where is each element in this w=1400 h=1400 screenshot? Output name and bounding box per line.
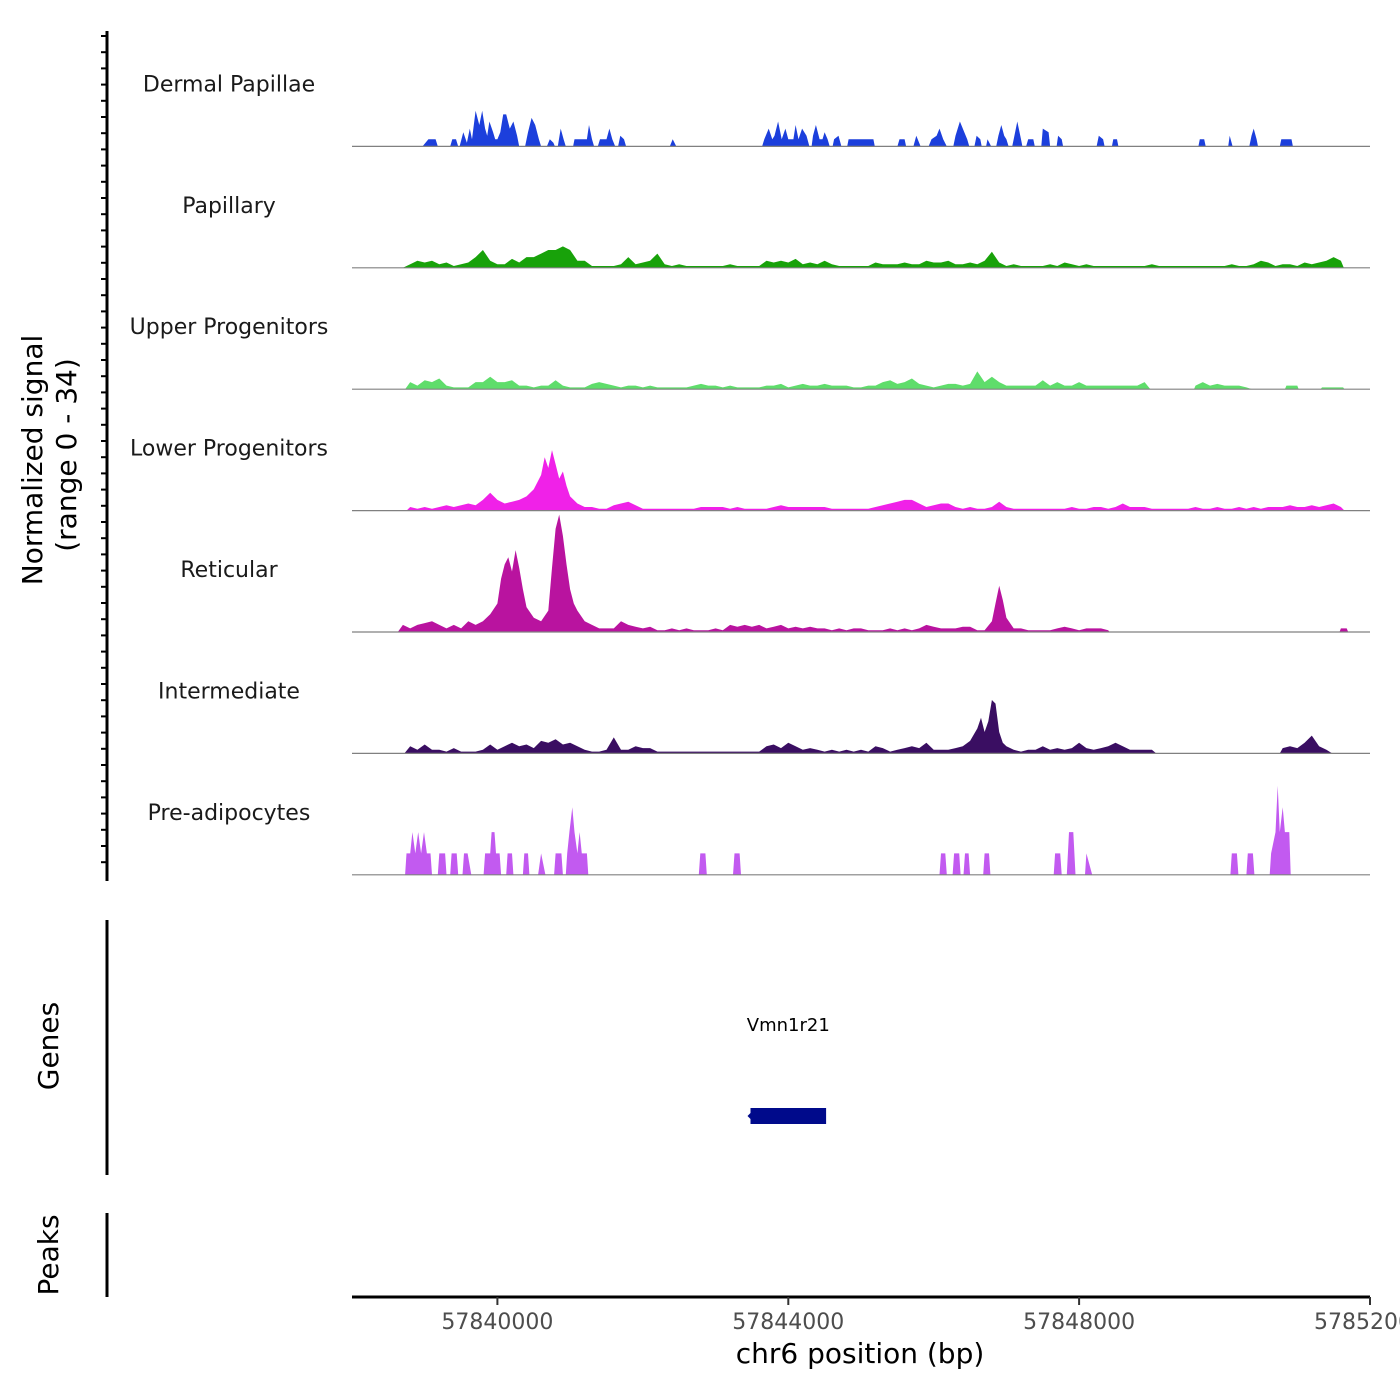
track-lower-progenitors: Lower Progenitors [130,437,1370,512]
x-axis-ticks: 57840000 57844000 57848000 57852000 [441,1297,1400,1335]
track-reticular: Reticular [180,514,1370,633]
x-tick-label: 57852000 [1314,1310,1400,1335]
coverage-area [404,700,1333,754]
gene-annotations: Vmn1r21 [747,1015,830,1124]
track-label: Pre-adipocytes [148,801,311,826]
coverage-area [397,514,1349,632]
x-axis-title: chr6 position (bp) [736,1337,985,1370]
track-label: Lower Progenitors [130,437,328,462]
coverage-tracks: Dermal Papillae Papillary Upper Progenitor… [130,72,1370,876]
x-tick-label: 57844000 [732,1310,844,1335]
genes-panel-label: Genes [32,1002,65,1090]
track-label: Reticular [180,558,278,583]
track-intermediate: Intermediate [158,679,1370,755]
track-label: Dermal Papillae [143,72,315,97]
peaks-panel-label: Peaks [32,1214,65,1295]
gene-strand-arrow [747,1110,754,1122]
gene-label: Vmn1r21 [747,1015,830,1036]
track-label: Upper Progenitors [130,315,329,340]
coverage-area [405,785,1291,875]
coverage-area [422,110,1293,147]
coverage-area [406,450,1345,511]
x-tick-label: 57840000 [441,1310,553,1335]
track-pre-adipocytes: Pre-adipocytes [148,785,1370,876]
track-upper-progenitors: Upper Progenitors [130,315,1370,390]
y-axis-subtitle: (range 0 - 34) [50,358,83,552]
coverage-area [405,371,1345,390]
track-label: Intermediate [158,679,300,704]
track-papillary: Papillary [182,194,1370,269]
y-axis-title: Normalized signal [16,335,49,586]
gene-vmn1r21: Vmn1r21 [747,1015,830,1124]
x-tick-label: 57848000 [1023,1310,1135,1335]
coverage-area [402,246,1344,268]
track-label: Papillary [182,194,276,219]
track-dermal-papillae: Dermal Papillae [143,72,1370,147]
gene-body [750,1108,827,1124]
